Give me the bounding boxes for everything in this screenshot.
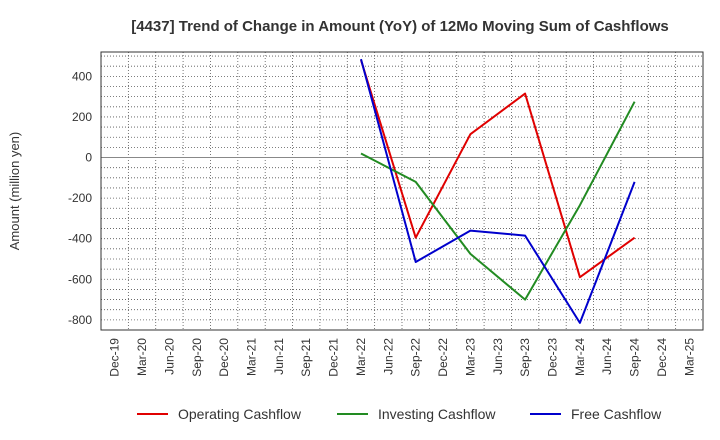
plot-frame bbox=[100, 51, 704, 331]
y-tick-label: 200 bbox=[72, 110, 92, 124]
x-tick-label: Jun-20 bbox=[162, 338, 176, 375]
x-tick-label: Dec-19 bbox=[108, 338, 122, 377]
x-tick-label: Jun-24 bbox=[600, 338, 614, 375]
x-tick-label: Sep-21 bbox=[299, 338, 313, 377]
plot-area: 400 200 0 -200 -400 -600 -800 Dec-19 Mar-20 Jun-2… bbox=[68, 51, 704, 377]
y-tick-label: -600 bbox=[68, 272, 92, 286]
x-tick-label: Jun-21 bbox=[272, 338, 286, 375]
y-tick-label: -400 bbox=[68, 232, 92, 246]
y-axis-label: Amount (million yen) bbox=[7, 132, 22, 251]
y-tick-label: 400 bbox=[72, 69, 92, 83]
chart-title: [4437] Trend of Change in Amount (YoY) o… bbox=[131, 18, 669, 35]
x-tick-label: Sep-22 bbox=[409, 338, 423, 377]
x-tick-label: Dec-23 bbox=[546, 338, 560, 377]
series-line-operating-cashflow bbox=[360, 59, 636, 279]
x-tick-label: Dec-22 bbox=[436, 338, 450, 377]
legend-label-operating-cashflow: Operating Cashflow bbox=[178, 406, 302, 422]
x-tick-label: Mar-24 bbox=[573, 338, 587, 376]
x-tick-label: Mar-20 bbox=[135, 338, 149, 376]
x-tick-label: Jun-22 bbox=[381, 338, 395, 375]
legend-label-investing-cashflow: Investing Cashflow bbox=[378, 406, 496, 422]
x-tick-label: Mar-22 bbox=[354, 338, 368, 376]
series-line-investing-cashflow bbox=[360, 101, 636, 301]
legend-label-free-cashflow: Free Cashflow bbox=[571, 406, 662, 422]
x-tick-label: Mar-25 bbox=[682, 338, 696, 376]
x-tick-label: Mar-21 bbox=[245, 338, 259, 376]
x-tick-label: Jun-23 bbox=[491, 338, 505, 375]
x-tick-label: Mar-23 bbox=[463, 338, 477, 376]
x-tick-label: Sep-23 bbox=[518, 338, 532, 377]
x-tick-label: Dec-24 bbox=[655, 338, 669, 377]
x-tick-label: Dec-21 bbox=[327, 338, 341, 377]
y-tick-label: -800 bbox=[68, 313, 92, 327]
series-line-free-cashflow bbox=[360, 58, 636, 324]
y-tick-label: -200 bbox=[68, 191, 92, 205]
y-tick-label: 0 bbox=[85, 151, 92, 165]
x-tick-label: Sep-20 bbox=[190, 338, 204, 377]
legend: Operating Cashflow Investing Cashflow Free… bbox=[137, 406, 662, 422]
x-tick-label: Dec-20 bbox=[217, 338, 231, 377]
x-tick-label: Sep-24 bbox=[628, 338, 642, 377]
